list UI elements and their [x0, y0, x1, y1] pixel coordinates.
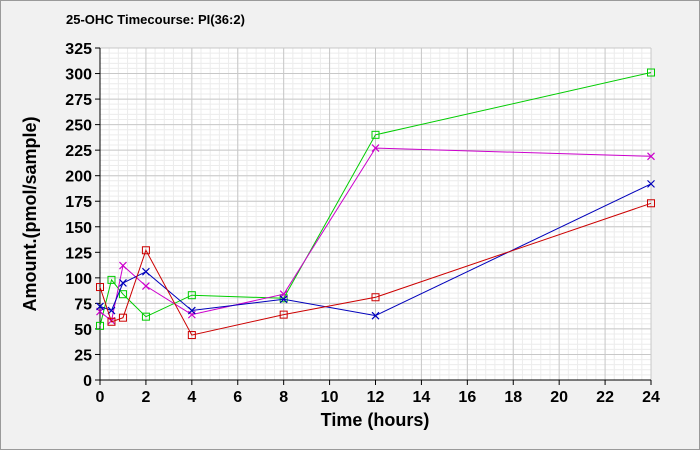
data-point: [141, 267, 150, 276]
data-point: [371, 311, 380, 320]
chart-title: 25-OHC Timecourse: PI(36:2): [66, 12, 245, 27]
x-tick-label: 10: [321, 389, 339, 406]
x-tick-label: 14: [413, 389, 431, 406]
data-point: [118, 290, 127, 299]
data-point: [96, 321, 104, 330]
data-point: [141, 312, 150, 321]
data-point: [107, 306, 116, 315]
y-tick-label: 225: [65, 143, 92, 160]
x-tick-label: 18: [504, 389, 522, 406]
series-2: [96, 179, 655, 320]
data-point: [371, 130, 380, 139]
y-tick-label: 0: [83, 373, 92, 390]
y-tick-label: 325: [65, 41, 92, 58]
y-axis-label: Amount.(pmol/sample): [20, 116, 40, 311]
data-point: [279, 295, 288, 304]
data-point: [371, 144, 380, 153]
y-tick-label: 125: [65, 245, 92, 262]
data-point: [141, 246, 150, 255]
y-tick-label: 250: [65, 118, 92, 135]
y-tick-label: 100: [65, 271, 92, 288]
data-point: [187, 291, 196, 300]
x-tick-label: 6: [233, 389, 242, 406]
data-point: [119, 279, 127, 287]
y-tick-label: 150: [65, 220, 92, 237]
series-0: [96, 68, 655, 330]
y-tick-label: 275: [65, 92, 92, 109]
y-tick-labels: 0 25 50 75 100 125 150 175 200 225 250 275 300 325: [65, 41, 92, 390]
x-tick-label: 12: [367, 389, 385, 406]
data-point: [141, 282, 150, 290]
x-tick-label: 24: [642, 389, 660, 406]
x-tick-labels: 0 2 4 6 8 10 12 14 16 18 20 22 24: [96, 389, 660, 406]
x-axis-label: Time (hours): [321, 410, 430, 430]
x-tick-label: 8: [279, 389, 288, 406]
y-tick-label: 175: [65, 194, 92, 211]
series-layer: [96, 68, 655, 340]
x-tick-label: 16: [458, 389, 476, 406]
data-point: [371, 293, 380, 302]
data-point: [187, 306, 196, 315]
data-point: [96, 283, 104, 292]
data-point: [647, 179, 655, 188]
x-tick-label: 22: [596, 389, 614, 406]
y-tick-label: 300: [65, 67, 92, 84]
data-point: [107, 275, 116, 284]
y-tick-label: 75: [74, 296, 92, 313]
x-tick-label: 20: [550, 389, 568, 406]
data-point: [647, 199, 655, 208]
series-line: [99, 183, 652, 317]
data-point: [647, 152, 655, 161]
data-point: [107, 317, 116, 326]
data-point: [119, 261, 127, 270]
data-point: [96, 302, 104, 311]
series-line: [99, 147, 652, 322]
series-line: [99, 202, 652, 336]
x-tick-label: 4: [187, 389, 196, 406]
x-tick-label: 2: [141, 389, 150, 406]
y-tick-label: 50: [74, 322, 92, 339]
series-3: [96, 199, 655, 340]
data-point: [647, 68, 655, 77]
data-point: [187, 331, 196, 340]
y-tick-label: 25: [74, 347, 92, 364]
data-point: [118, 313, 127, 322]
series-line: [99, 72, 652, 327]
major-grid: [99, 47, 652, 381]
y-tick-label: 200: [65, 169, 92, 186]
data-point: [279, 310, 288, 319]
x-tick-label: 0: [96, 389, 105, 406]
